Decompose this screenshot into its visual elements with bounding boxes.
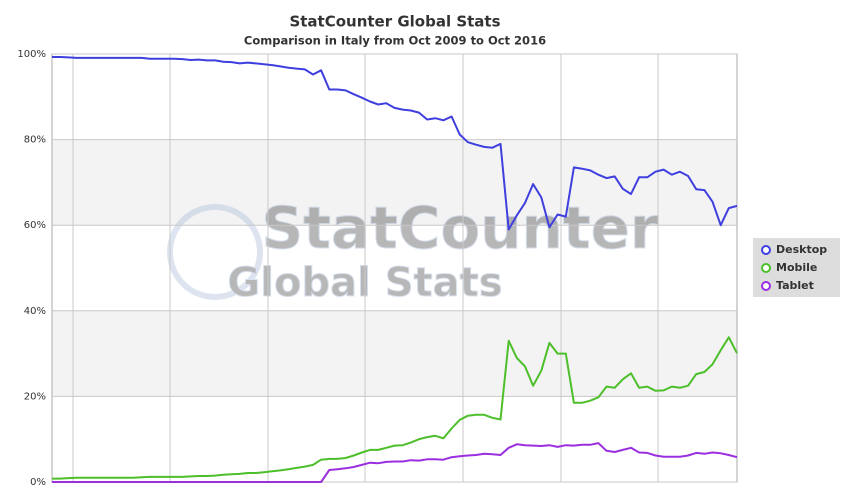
- grid-band: [52, 310, 737, 397]
- vertical-grid: [72, 54, 659, 482]
- line-mobile: [52, 336, 738, 480]
- legend-marker: [761, 263, 771, 273]
- grid-band: [52, 139, 737, 226]
- y-tick-label: 100%: [17, 49, 46, 60]
- watermark-text: StatCounter: [261, 194, 658, 262]
- y-tick-label: 60%: [24, 220, 46, 231]
- legend-label: Tablet: [776, 279, 814, 292]
- y-tick-label: 80%: [24, 135, 46, 146]
- y-tick-label: 0%: [30, 477, 46, 488]
- y-tick-label: 40%: [24, 306, 46, 317]
- bands: [52, 139, 737, 397]
- line-desktop: [52, 56, 738, 231]
- legend-marker: [761, 281, 771, 291]
- y-tick-label: 20%: [24, 391, 46, 402]
- chart-subtitle: Comparison in Italy from Oct 2009 to Oct…: [244, 34, 546, 48]
- legend-marker: [761, 245, 771, 255]
- legend-label: Desktop: [776, 243, 827, 256]
- legend-label: Mobile: [776, 261, 817, 274]
- line-tablet: [52, 442, 738, 483]
- chart-title: StatCounter Global Stats: [289, 13, 500, 31]
